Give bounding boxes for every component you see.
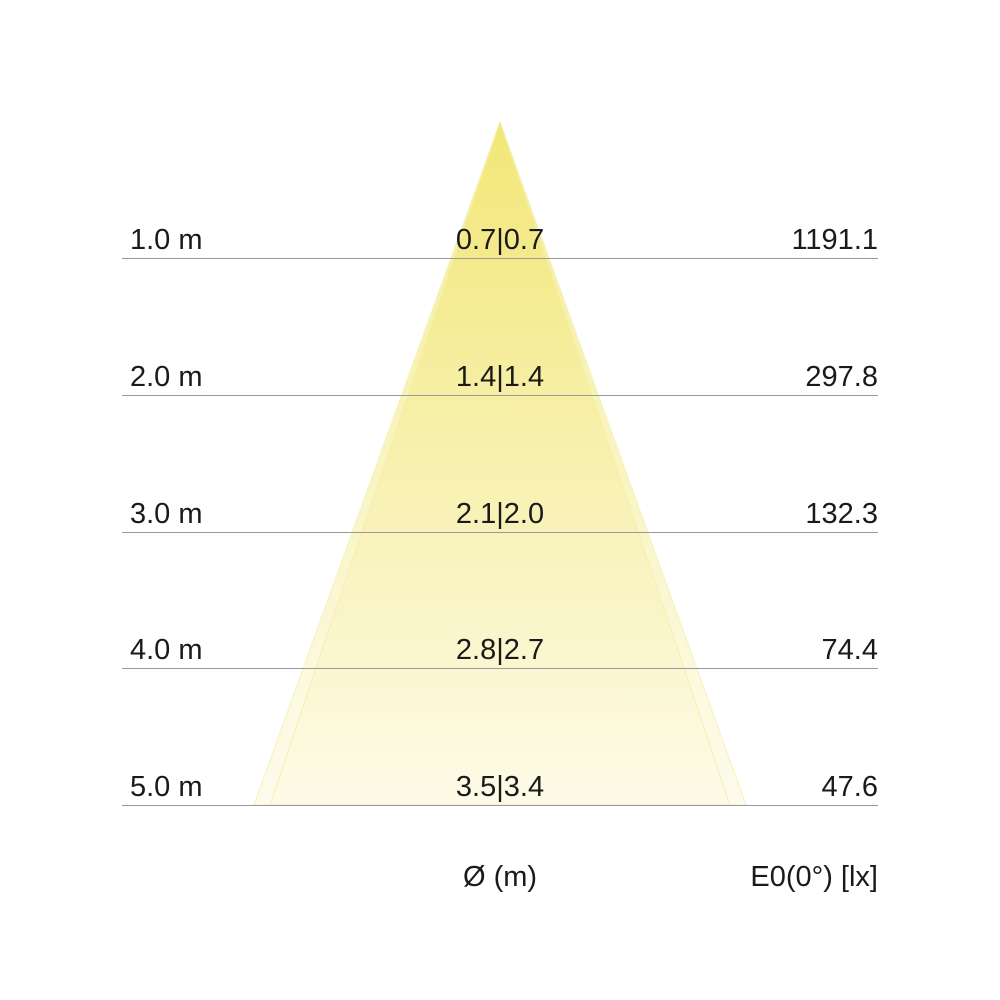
illuminance-value: 74.4 [821,634,878,666]
distance-label: 1.0 m [130,224,203,256]
distance-label: 2.0 m [130,361,203,393]
diameter-value: 1.4|1.4 [455,361,545,393]
distance-line [122,258,878,259]
distance-line [122,805,878,806]
distance-label: 5.0 m [130,771,203,803]
distance-line [122,395,878,396]
distance-line [122,532,878,533]
illuminance-value: 132.3 [805,498,878,530]
distance-line [122,668,878,669]
illuminance-value: 297.8 [805,361,878,393]
illuminance-column-label: E0(0°) [lx] [750,861,878,893]
diameter-value: 0.7|0.7 [455,224,545,256]
illuminance-value: 1191.1 [791,224,878,256]
diameter-value: 2.8|2.7 [455,634,545,666]
distance-label: 4.0 m [130,634,203,666]
diameter-value: 3.5|3.4 [455,771,545,803]
illuminance-value: 47.6 [821,771,878,803]
diameter-column-label: Ø (m) [462,861,538,893]
distance-label: 3.0 m [130,498,203,530]
diameter-value: 2.1|2.0 [455,498,545,530]
